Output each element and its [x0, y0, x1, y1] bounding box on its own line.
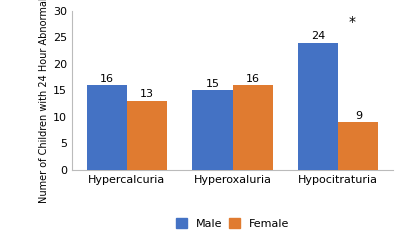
Bar: [232, 85, 273, 170]
Bar: [338, 122, 378, 170]
Bar: [127, 101, 167, 170]
Bar: [298, 43, 338, 170]
Text: 15: 15: [206, 79, 220, 89]
Bar: [192, 90, 232, 170]
Text: 16: 16: [100, 74, 114, 84]
Text: 13: 13: [140, 89, 154, 99]
Bar: [86, 85, 127, 170]
Legend: Male, Female: Male, Female: [174, 216, 292, 231]
Text: 16: 16: [246, 74, 260, 84]
Text: *: *: [348, 16, 356, 30]
Text: 9: 9: [355, 111, 362, 121]
Y-axis label: Numer of Children with 24 Hour Abnormalities: Numer of Children with 24 Hour Abnormali…: [39, 0, 49, 203]
Text: 24: 24: [311, 31, 325, 41]
